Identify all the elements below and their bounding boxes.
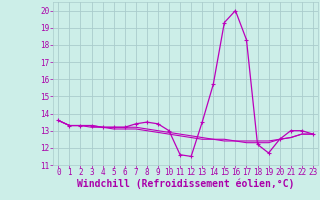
X-axis label: Windchill (Refroidissement éolien,°C): Windchill (Refroidissement éolien,°C) xyxy=(77,179,294,189)
